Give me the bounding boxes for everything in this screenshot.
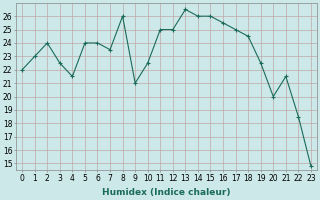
X-axis label: Humidex (Indice chaleur): Humidex (Indice chaleur)	[102, 188, 231, 197]
